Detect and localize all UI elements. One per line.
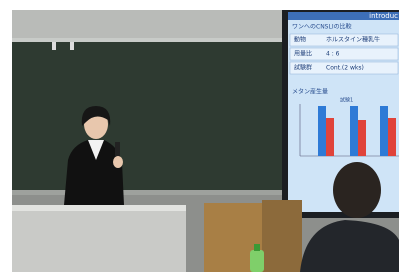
slide-title: ワンへのCNSLIの比較: [292, 23, 352, 31]
microphone: [115, 142, 120, 156]
row-value: Cont.(2 wks): [326, 65, 364, 72]
magnet: [70, 42, 74, 50]
head: [333, 162, 381, 218]
bar: [388, 118, 396, 156]
lectern: [12, 205, 186, 272]
wood-stand-side: [262, 200, 302, 272]
row-label: 動物: [294, 36, 306, 44]
chalk-tray: [12, 190, 284, 195]
board-rail: [12, 38, 284, 42]
bar: [318, 106, 326, 156]
row-value: ホルスタイン種乳牛: [326, 36, 380, 44]
slide-header: introduc: [369, 12, 398, 20]
chalkboard: [12, 40, 282, 192]
bar: [350, 106, 358, 156]
lectern-top: [12, 205, 186, 211]
bottle-cap: [254, 244, 260, 251]
bar: [358, 120, 366, 156]
row-label: 用量比: [294, 50, 312, 58]
ceiling: [12, 10, 292, 42]
bar: [326, 118, 334, 156]
bottle: [250, 250, 264, 272]
row-label: 試験群: [294, 64, 312, 72]
chart-title: メタン産生量: [292, 88, 328, 96]
group-label: 試験1: [340, 97, 353, 104]
row-value: 4 : 6: [326, 51, 340, 58]
bar: [380, 106, 388, 156]
hand: [113, 156, 123, 168]
photo: introduc ワンへのCNSLIの比較 動物 ホルスタイン種乳牛用量比 4 : …: [0, 0, 409, 274]
magnet: [52, 42, 56, 50]
page: introduc ワンへのCNSLIの比較 動物 ホルスタイン種乳牛用量比 4 : …: [0, 0, 409, 274]
